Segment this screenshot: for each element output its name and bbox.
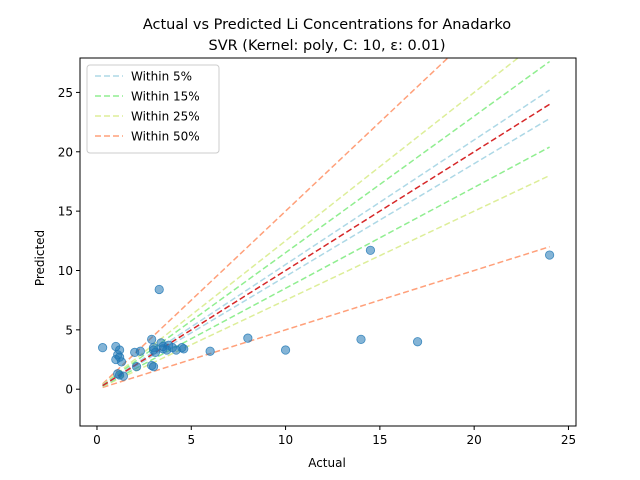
data-point	[118, 371, 128, 381]
band-line-within-50-lower	[102, 246, 550, 389]
legend: Within 5% Within 15% Within 25% Within 50%	[86, 64, 220, 154]
data-point	[147, 334, 157, 344]
y-tick-label: 0	[65, 383, 73, 397]
y-tick-label: 20	[58, 145, 73, 159]
y-tick-label: 5	[65, 323, 73, 337]
band-line-within-5-lower	[102, 117, 550, 387]
data-point	[131, 362, 142, 372]
data-point	[205, 346, 215, 356]
data-point	[544, 250, 555, 260]
legend-label: Within 50%	[131, 130, 200, 144]
x-tick-label: 20	[467, 433, 482, 447]
x-tick-label: 25	[561, 433, 576, 447]
data-point	[154, 284, 164, 295]
y-axis-label: Predicted	[33, 230, 47, 286]
chart-title: Actual vs Predicted Li Concentrations fo…	[143, 17, 511, 33]
legend-label: Within 15%	[131, 90, 200, 104]
legend-box	[86, 64, 220, 154]
chart-subtitle: SVR (Kernel: poly, C: 10, ε: 0.01)	[209, 38, 446, 54]
data-point	[365, 245, 376, 255]
identity-line	[102, 103, 550, 387]
y-tick-label: 10	[58, 264, 73, 278]
x-tick-label: 0	[93, 433, 101, 447]
x-tick-label: 10	[278, 433, 293, 447]
band-line-within-50-upper	[102, 58, 449, 385]
x-axis-label: Actual	[308, 456, 346, 470]
x-tick-label: 5	[187, 433, 195, 447]
data-point	[243, 333, 253, 343]
plot-area	[98, 58, 555, 389]
x-tick-label: 15	[372, 433, 387, 447]
data-point	[148, 362, 159, 372]
band-line-within-15-upper	[102, 60, 551, 386]
data-point	[135, 346, 145, 356]
plot-frame	[79, 57, 577, 427]
data-point	[116, 357, 127, 367]
legend-label: Within 5%	[131, 70, 192, 84]
data-point	[412, 337, 423, 347]
data-point	[356, 334, 366, 344]
data-point	[150, 347, 161, 357]
data-point	[179, 344, 189, 354]
y-tick-label: 25	[58, 86, 73, 100]
band-line-within-25-lower	[102, 174, 550, 388]
axes: 0 5 10 15 20 25 0 5 10 15 20 25	[58, 57, 577, 447]
band-line-within-25-upper	[102, 58, 520, 386]
data-point	[280, 345, 291, 355]
data-point	[98, 343, 108, 353]
band-line-within-5-upper	[102, 89, 551, 387]
legend-label: Within 25%	[131, 110, 200, 124]
y-tick-label: 15	[58, 205, 73, 219]
